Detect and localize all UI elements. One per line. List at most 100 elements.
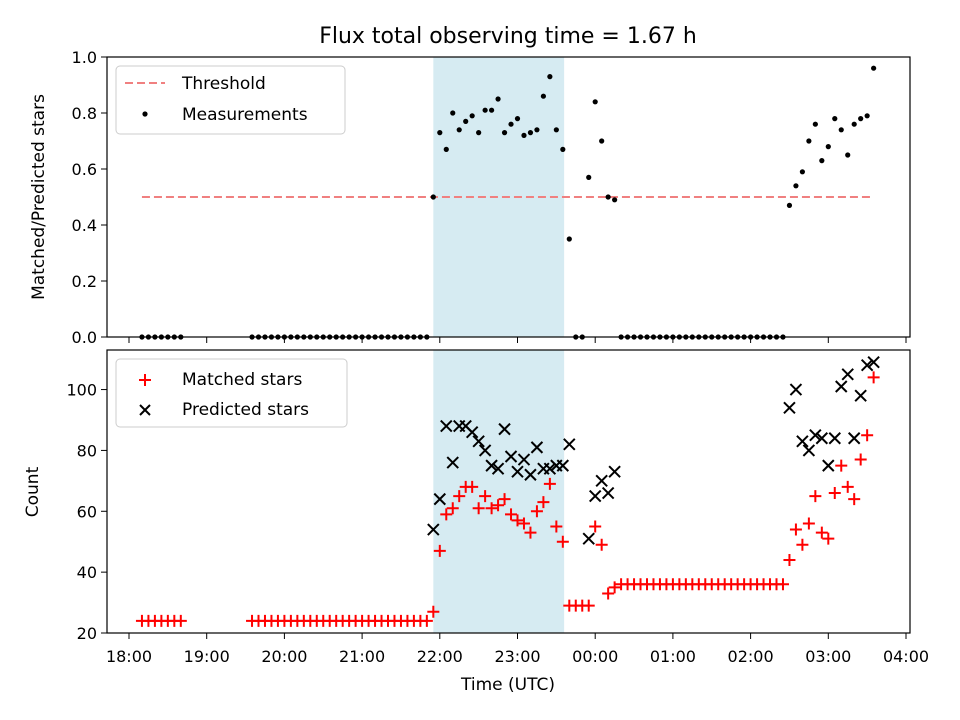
- predicted-star-point: [809, 428, 822, 442]
- predicted-star-point: [815, 432, 829, 445]
- matched-star-point: [867, 371, 880, 384]
- predicted-star-point: [563, 438, 576, 451]
- bottom-highlight-span: [433, 350, 565, 633]
- x-tick-label: 20:00: [261, 647, 307, 666]
- predicted-star-point: [478, 444, 492, 457]
- matched-star-point: [783, 553, 796, 566]
- x-tick-label: 19:00: [184, 647, 230, 666]
- measurement-point: [495, 96, 501, 102]
- bottom-legend: Matched stars Predicted stars: [115, 358, 348, 428]
- matched-star-point: [602, 587, 615, 600]
- bottom-marks: [135, 355, 880, 627]
- measurement-point: [832, 116, 838, 122]
- matched-star-point: [466, 480, 479, 493]
- predicted-star-point: [446, 456, 459, 469]
- matched-star-point: [589, 520, 602, 533]
- predicted-star-point: [595, 474, 608, 488]
- measurement-point: [586, 174, 592, 180]
- matched-star-point: [446, 502, 459, 515]
- top-y-axis-label: Matched/Predicted stars: [29, 94, 49, 300]
- predicted-star-point: [822, 459, 835, 472]
- measurement-point: [482, 107, 488, 113]
- bottom-axes-frame: [106, 349, 911, 634]
- measurement-point: [443, 146, 449, 152]
- x-tick-label: 18:00: [106, 647, 152, 666]
- predicted-star-point: [789, 383, 803, 396]
- predicted-star-point: [530, 441, 544, 454]
- matched-legend-swatch: [139, 374, 151, 386]
- predicted-star-point: [498, 422, 511, 436]
- matched-star-point: [809, 490, 822, 503]
- matched-star-point: [796, 538, 809, 551]
- measurement-point: [806, 138, 812, 144]
- top-legend-box: [115, 65, 346, 135]
- top-ticks: 0.0 0.2 0.4 0.6 0.8 1.0: [72, 48, 907, 347]
- predicted-star-point: [517, 453, 531, 466]
- matched-star-point: [485, 502, 498, 515]
- bottom-y-tick-label: 80: [77, 441, 97, 460]
- matched-star-point: [835, 459, 848, 472]
- bottom-y-tick-label: 40: [77, 563, 97, 582]
- matched-star-point: [174, 614, 187, 627]
- matched-star-point: [433, 544, 446, 557]
- predicted-star-point: [841, 368, 854, 381]
- x-tick-label: 02:00: [728, 647, 774, 666]
- matched-star-point: [776, 578, 789, 591]
- matched-star-point: [556, 535, 569, 548]
- predicted-legend-swatch: [139, 404, 151, 416]
- predicted-star-point: [601, 486, 615, 500]
- measurement-point: [463, 118, 469, 124]
- measurement-point: [819, 158, 825, 164]
- matched-star-point: [861, 429, 874, 442]
- measurement-point: [540, 93, 547, 99]
- predicted-star-point: [427, 523, 440, 536]
- x-tick-label: 01:00: [650, 647, 696, 666]
- top-y-tick-label: 0.8: [72, 104, 97, 123]
- measurements-legend-label: Measurements: [182, 105, 308, 125]
- matched-star-point: [608, 581, 621, 594]
- matched-star-point: [582, 599, 595, 612]
- top-axes-frame: [106, 56, 911, 338]
- bottom-y-tick-label: 20: [77, 624, 97, 643]
- x-tick-label: 21:00: [339, 647, 385, 666]
- predicted-star-point: [847, 432, 861, 445]
- matched-star-point: [524, 526, 537, 539]
- predicted-legend-label: Predicted stars: [182, 400, 309, 420]
- matched-star-point: [440, 508, 453, 521]
- predicted-star-point: [465, 425, 479, 439]
- measurement-point: [858, 116, 864, 122]
- measurement-point: [612, 197, 618, 203]
- predicted-star-point: [485, 459, 498, 472]
- matched-star-point: [802, 517, 815, 530]
- predicted-star-point: [504, 450, 518, 463]
- measurement-point: [838, 127, 844, 133]
- x-tick-label: 23:00: [494, 647, 540, 666]
- measurement-point: [527, 130, 534, 136]
- measurement-point: [553, 127, 559, 133]
- predicted-star-point: [543, 462, 557, 475]
- matched-star-point: [453, 490, 466, 503]
- bottom-legend-box: [115, 358, 348, 428]
- predicted-star-point: [472, 435, 485, 448]
- measurement-point: [437, 130, 443, 136]
- x-tick-label: 03:00: [805, 647, 851, 666]
- x-axis-label: Time (UTC): [460, 675, 555, 695]
- predicted-star-point: [854, 389, 867, 402]
- predicted-star-point: [524, 468, 537, 481]
- predicted-star-point: [867, 355, 880, 369]
- threshold-legend-label: Threshold: [181, 74, 266, 94]
- measurement-point: [547, 74, 553, 80]
- x-tick-label: 22:00: [417, 647, 463, 666]
- chart-title: Flux total observing time = 1.67 h: [319, 24, 697, 49]
- bottom-y-tick-label: 100: [66, 381, 97, 400]
- measurement-point: [450, 110, 456, 116]
- top-y-tick-label: 0.2: [72, 272, 97, 291]
- predicted-star-point: [796, 435, 809, 448]
- bottom-panel: 20 40 60 80 100 18:00 19:00 20:00 21:00 22:00 23:0…: [23, 349, 929, 695]
- measurement-point: [521, 132, 527, 138]
- measurement-point: [430, 194, 436, 200]
- x-tick-label: 04:00: [883, 647, 929, 666]
- matched-star-point: [472, 502, 485, 515]
- top-y-tick-label: 0.6: [72, 160, 97, 179]
